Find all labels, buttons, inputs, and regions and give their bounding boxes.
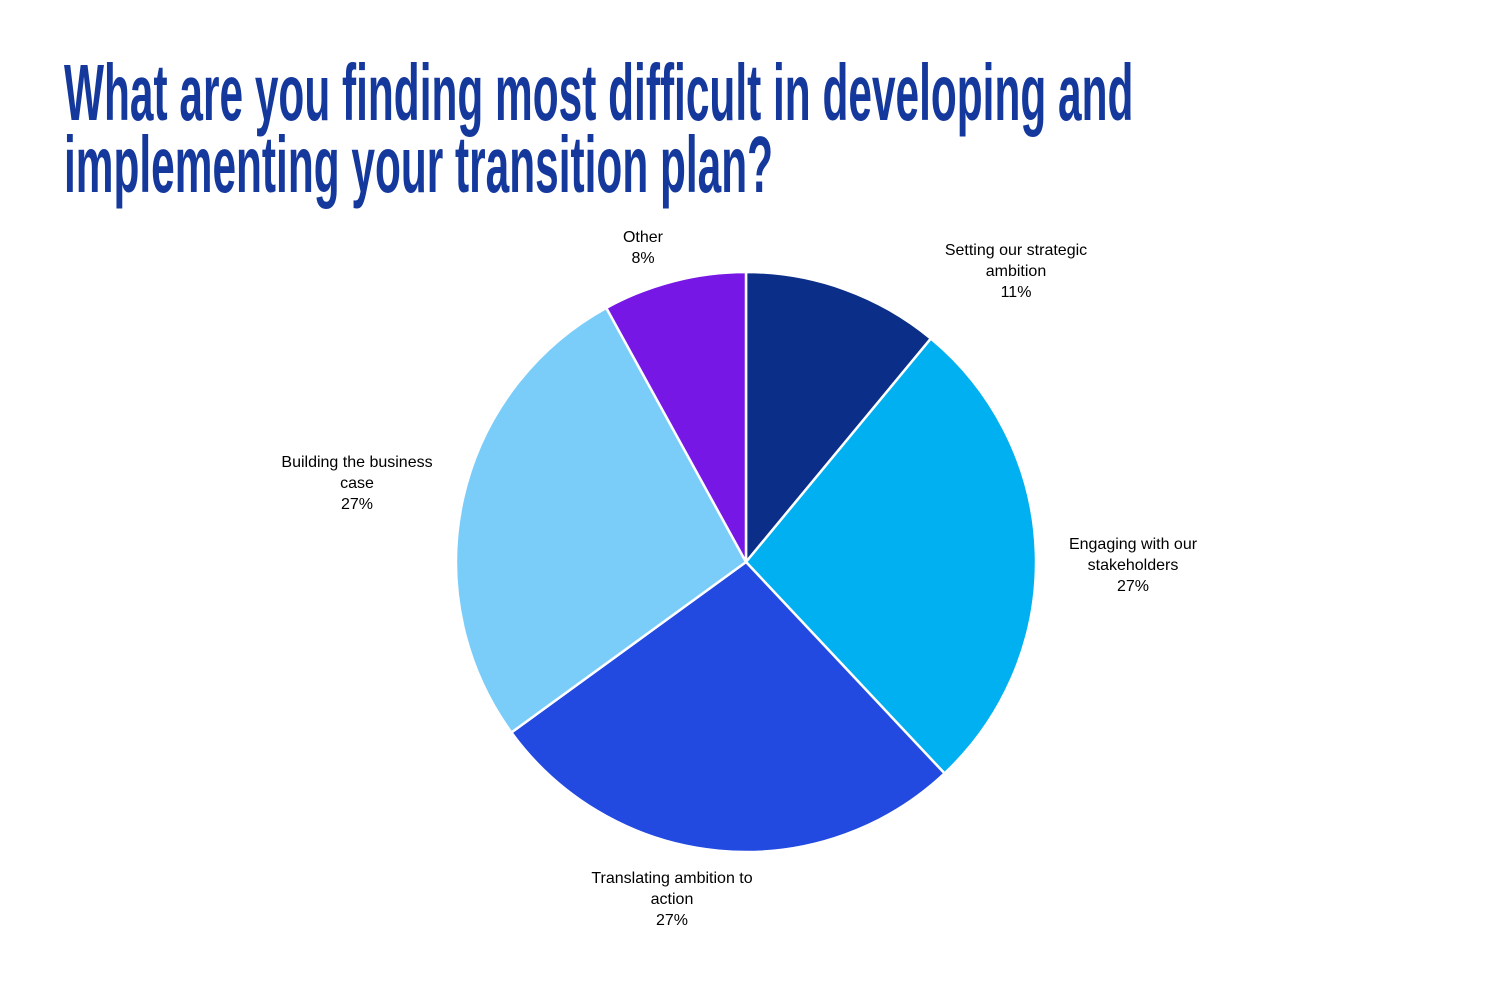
pie-slice-2 <box>510 560 946 854</box>
pie-label-engaging-with-our-stakeholders: Engaging with our stakeholders 27% <box>1043 534 1223 597</box>
pie-label-percent: 27% <box>340 496 374 513</box>
pie-label-percent: 27% <box>1116 578 1150 595</box>
pie-label-text: Setting our strategic ambition <box>944 242 1088 280</box>
pie-label-text: Engaging with our stakeholders <box>1068 536 1198 574</box>
pie-label-translating-ambition-to-action: Translating ambition to action 27% <box>572 868 772 931</box>
pie-chart <box>454 270 1038 854</box>
pie-slice-4 <box>605 270 748 564</box>
pie-label-text: Building the business case <box>281 454 433 492</box>
chart-title-line-1: What are you finding most difficult in d… <box>64 48 1134 137</box>
pie-slice-3 <box>454 306 748 734</box>
pie-label-percent: 11% <box>1000 284 1032 301</box>
pie-label-building-the-business-case: Building the business case 27% <box>267 452 447 515</box>
chart-title: What are you finding most difficult in d… <box>64 48 1500 209</box>
pie-label-text: Translating ambition to action <box>591 870 753 908</box>
pie-label-percent: 8% <box>631 250 655 267</box>
chart-title-line-2: implementing your transition plan? <box>64 120 774 209</box>
pie-slice-1 <box>744 337 1038 775</box>
pie-label-percent: 27% <box>655 912 689 929</box>
pie-label-other: Other 8% <box>583 227 703 269</box>
pie-label-setting-our-strategic-ambition: Setting our strategic ambition 11% <box>926 240 1106 303</box>
pie-slice-0 <box>744 270 933 564</box>
pie-label-text: Other <box>622 229 663 246</box>
